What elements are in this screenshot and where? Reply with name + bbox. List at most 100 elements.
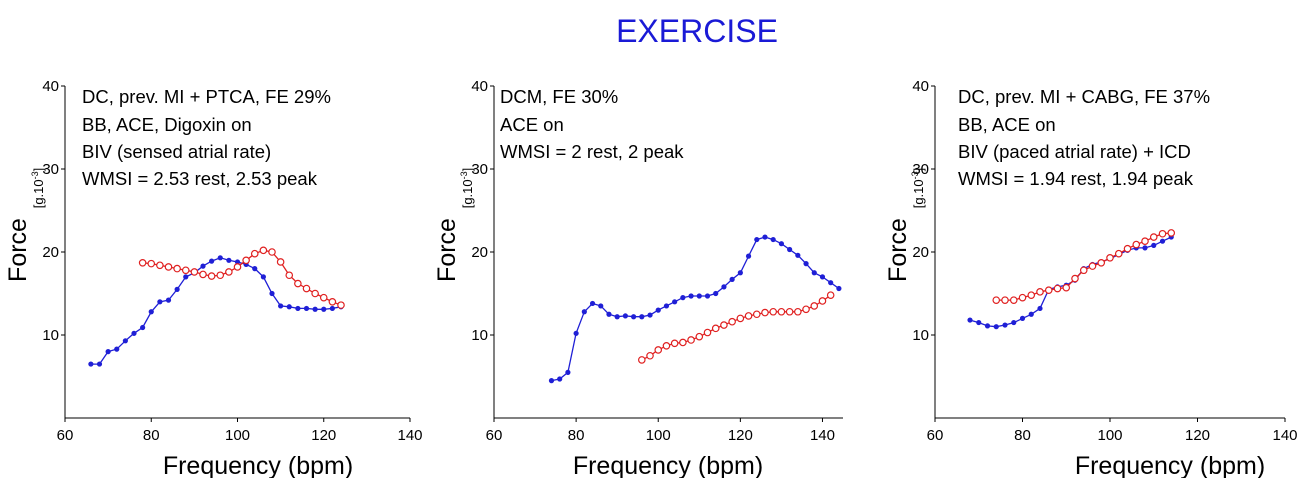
blue-data-point — [770, 236, 776, 243]
x-axis-label: Frequency (bpm) — [1075, 452, 1265, 478]
red-data-point — [1123, 244, 1132, 253]
y-tick-label: 20 — [42, 244, 59, 261]
y-tick-label: 30 — [912, 161, 929, 178]
y-axis-unit: [g.10-3] — [459, 168, 475, 209]
annotation-line: BIV (paced atrial rate) + ICD — [958, 141, 1191, 162]
annotation-block-3: DC, prev. MI + CABG, FE 37% BB, ACE on B… — [958, 86, 1210, 189]
blue-data-point — [105, 349, 111, 355]
chart-panel-2: DCM, FE 30% ACE on WMSI = 2 rest, 2 peak… — [433, 78, 843, 478]
red-data-point — [156, 261, 164, 270]
blue-data-point — [754, 236, 760, 243]
red-data-point — [1044, 286, 1053, 294]
x-tick-label: 140 — [810, 427, 835, 444]
blue-data-point — [1159, 238, 1166, 244]
blue-data-point — [729, 276, 735, 282]
red-data-point — [794, 307, 802, 316]
blue-data-point — [260, 274, 266, 280]
blue-data-point — [647, 312, 653, 318]
chart-panel-3: DC, prev. MI + CABG, FE 37% BB, ACE on B… — [884, 78, 1298, 478]
annotation-line: DC, prev. MI + CABG, FE 37% — [958, 86, 1210, 107]
y-tick-label: 40 — [471, 78, 488, 95]
blue-data-point — [762, 234, 768, 240]
red-data-point — [810, 302, 819, 310]
y-tick-label: 40 — [912, 78, 929, 95]
blue-data-point — [114, 346, 120, 352]
blue-data-point — [122, 338, 128, 344]
red-data-point — [752, 310, 761, 319]
blue-data-point — [688, 293, 694, 299]
red-data-point — [1149, 233, 1158, 241]
blue-data-point — [548, 378, 555, 384]
red-data-point — [1062, 283, 1071, 292]
x-tick-label: 140 — [397, 427, 422, 444]
annotation-line: WMSI = 1.94 rest, 1.94 peak — [958, 168, 1194, 189]
y-tick-label: 10 — [42, 327, 59, 344]
red-data-point — [302, 284, 311, 293]
y-tick-label: 20 — [912, 244, 929, 261]
blue-data-point — [321, 306, 327, 312]
y-axis-label: Force — [433, 218, 461, 282]
red-data-point — [785, 307, 794, 316]
blue-data-point — [183, 274, 189, 280]
blue-data-point — [803, 261, 809, 267]
blue-data-point — [1002, 322, 1008, 328]
blue-data-point — [631, 314, 637, 320]
blue-data-point — [622, 313, 628, 319]
red-data-point — [216, 271, 225, 280]
blue-data-point — [269, 290, 275, 297]
red-data-point — [242, 256, 250, 265]
blue-data-point — [836, 285, 842, 292]
blue-data-point — [581, 309, 587, 315]
blue-data-point — [976, 319, 982, 326]
red-data-point — [276, 258, 285, 266]
red-data-point — [662, 341, 671, 350]
red-data-point — [1001, 296, 1009, 304]
y-tick-label: 10 — [912, 327, 929, 344]
red-data-point — [1018, 293, 1027, 302]
blue-data-point — [174, 286, 180, 292]
red-data-point — [818, 297, 827, 305]
red-data-point — [173, 264, 181, 273]
red-data-point — [1132, 240, 1141, 249]
blue-data-point — [696, 293, 702, 299]
x-tick-label: 100 — [646, 427, 671, 444]
blue-data-point — [984, 323, 991, 329]
red-data-point — [670, 339, 679, 348]
x-tick-label: 60 — [927, 427, 944, 444]
red-data-point — [1158, 229, 1167, 238]
red-data-point — [225, 268, 233, 276]
red-data-point — [720, 321, 728, 329]
annotation-line: BB, ACE, Digoxin on — [82, 114, 252, 135]
blue-data-point — [639, 314, 645, 320]
x-tick-label: 100 — [1097, 427, 1122, 444]
blue-data-point — [745, 253, 752, 259]
red-data-point — [337, 301, 345, 309]
y-tick-label: 40 — [42, 78, 59, 95]
red-data-point — [319, 293, 328, 302]
red-data-point — [1141, 237, 1149, 246]
x-tick-label: 80 — [568, 427, 585, 444]
y-axis-unit: [g.10-3] — [910, 168, 926, 209]
red-data-point — [1071, 274, 1079, 283]
blue-data-point — [226, 257, 232, 263]
plot-area-1: 60 80 100 120 140 10 20 30 40 — [42, 78, 422, 444]
blue-data-point — [157, 299, 163, 305]
blue-data-point — [655, 307, 661, 313]
blue-data-point — [614, 314, 620, 320]
red-data-point — [250, 249, 259, 258]
blue-data-point — [131, 330, 137, 336]
blue-data-point — [713, 290, 719, 297]
red-data-point — [1097, 258, 1106, 267]
red-data-point — [328, 297, 337, 306]
x-tick-label: 120 — [311, 427, 336, 444]
red-data-point — [744, 312, 753, 320]
annotation-line: DCM, FE 30% — [500, 86, 618, 107]
red-data-point — [1088, 262, 1097, 270]
blue-data-point — [811, 270, 817, 276]
red-data-point — [147, 259, 156, 268]
blue-data-point — [663, 303, 670, 309]
blue-data-point — [303, 305, 310, 312]
blue-data-point — [1151, 242, 1157, 248]
red-data-point — [687, 336, 695, 344]
